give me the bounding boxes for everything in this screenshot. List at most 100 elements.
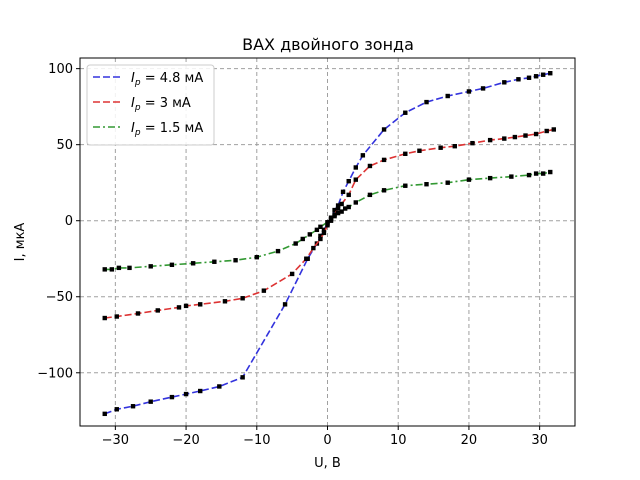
- data-point: [318, 233, 323, 239]
- data-point: [183, 391, 189, 397]
- data-point: [452, 143, 457, 149]
- series-line: [104, 171, 551, 271]
- legend-entry: Ip = 1.5 мА: [131, 121, 203, 138]
- legend-subscript: p: [134, 103, 141, 113]
- legend-subscript: p: [134, 78, 141, 88]
- data-point: [367, 163, 373, 169]
- data-point: [275, 248, 281, 254]
- x-tick-label: 20: [461, 433, 478, 448]
- data-point: [367, 192, 373, 198]
- data-point: [332, 213, 337, 219]
- x-tick-label: 30: [531, 433, 548, 448]
- data-point: [516, 77, 521, 82]
- data-point: [533, 131, 539, 137]
- legend-symbol: I: [131, 71, 135, 86]
- data-point: [417, 148, 422, 153]
- data-point: [318, 236, 323, 242]
- data-point: [533, 171, 539, 176]
- data-point: [289, 271, 295, 277]
- legend-value: = 4.8 мА: [141, 71, 204, 86]
- data-point: [509, 174, 514, 179]
- data-point: [540, 171, 546, 176]
- x-tick-label: −10: [243, 433, 270, 448]
- y-tick-label: −100: [37, 366, 73, 381]
- data-point: [114, 407, 119, 412]
- data-point: [198, 388, 203, 394]
- data-point: [328, 216, 334, 222]
- data-point: [544, 128, 549, 134]
- data-point: [261, 288, 267, 293]
- data-point: [311, 245, 316, 251]
- data-point: [487, 137, 493, 143]
- legend-entry: Ip = 4.8 мА: [131, 71, 203, 88]
- data-point: [169, 262, 175, 268]
- data-point: [339, 209, 344, 214]
- data-point: [548, 169, 553, 175]
- data-point: [198, 302, 203, 307]
- legend-symbol: I: [131, 96, 135, 111]
- chart-title: ВАХ двойного зонда: [242, 35, 414, 54]
- data-point: [353, 200, 358, 205]
- series-2: [102, 169, 553, 272]
- legend-symbol: I: [131, 121, 135, 136]
- data-point: [353, 177, 358, 182]
- data-point: [403, 151, 408, 157]
- data-point: [470, 140, 475, 146]
- data-point: [190, 261, 196, 266]
- data-point: [307, 232, 313, 237]
- data-point: [466, 177, 472, 182]
- data-point: [487, 175, 493, 181]
- data-point: [381, 188, 387, 193]
- data-point: [551, 127, 556, 132]
- data-point: [176, 305, 182, 310]
- data-point: [512, 134, 518, 140]
- data-point: [222, 299, 228, 304]
- data-point: [381, 157, 387, 163]
- x-tick-label: 10: [390, 433, 407, 448]
- y-axis-label: I, мкА: [13, 223, 28, 262]
- data-point: [424, 182, 429, 187]
- data-point: [325, 220, 330, 225]
- data-point: [183, 303, 189, 309]
- data-point: [233, 258, 238, 263]
- data-point: [212, 259, 217, 264]
- data-point: [314, 227, 320, 233]
- y-tick-label: 100: [48, 62, 73, 77]
- data-point: [502, 136, 507, 141]
- x-axis-label: U, В: [314, 456, 341, 471]
- data-point: [148, 264, 153, 269]
- data-point: [346, 178, 351, 184]
- legend-value: = 1.5 мА: [141, 121, 204, 136]
- data-point: [526, 172, 532, 178]
- data-point: [304, 256, 309, 261]
- x-tick-label: 0: [323, 433, 331, 448]
- data-point: [335, 203, 341, 208]
- data-point: [445, 180, 450, 185]
- data-point: [114, 314, 119, 319]
- data-point: [254, 255, 259, 260]
- data-point: [339, 201, 344, 207]
- legend-value: = 3 мА: [141, 96, 191, 111]
- data-point: [148, 399, 153, 404]
- x-tick-label: −30: [102, 433, 129, 448]
- data-point: [127, 265, 132, 271]
- data-point: [346, 192, 351, 198]
- data-point: [335, 206, 341, 211]
- data-point: [293, 241, 298, 246]
- data-point: [332, 207, 337, 213]
- data-point: [533, 74, 539, 79]
- data-point: [102, 315, 107, 321]
- data-point: [169, 394, 175, 400]
- x-tick-label: −20: [172, 433, 199, 448]
- data-point: [102, 267, 107, 272]
- data-point: [130, 404, 136, 409]
- data-point: [526, 75, 532, 80]
- data-point: [445, 93, 450, 99]
- data-point: [321, 230, 327, 236]
- data-point: [540, 72, 546, 77]
- data-point: [424, 99, 429, 105]
- data-point: [116, 265, 122, 271]
